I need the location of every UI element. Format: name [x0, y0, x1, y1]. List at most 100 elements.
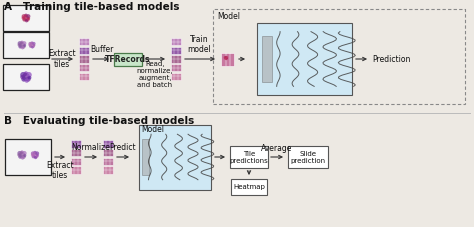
Text: Train
model: Train model: [187, 35, 211, 54]
Bar: [103, 158, 113, 165]
Circle shape: [21, 156, 24, 160]
Text: Normalize: Normalize: [72, 143, 110, 152]
Circle shape: [31, 153, 34, 157]
Circle shape: [25, 79, 29, 83]
Circle shape: [22, 73, 30, 81]
Circle shape: [225, 56, 227, 58]
Bar: [114, 52, 142, 66]
Bar: [71, 158, 81, 165]
Circle shape: [32, 155, 35, 158]
Circle shape: [22, 45, 26, 49]
Circle shape: [19, 152, 25, 158]
Circle shape: [18, 155, 22, 159]
Circle shape: [224, 56, 226, 58]
Circle shape: [23, 15, 29, 21]
Circle shape: [226, 56, 228, 58]
Bar: [171, 38, 181, 45]
Circle shape: [20, 150, 24, 154]
Circle shape: [26, 14, 30, 19]
Circle shape: [18, 45, 22, 49]
Circle shape: [24, 15, 27, 17]
Text: TFRecords: TFRecords: [105, 54, 151, 64]
Bar: [142, 139, 149, 175]
Circle shape: [22, 41, 27, 46]
Text: Prediction: Prediction: [372, 54, 410, 64]
Bar: [79, 38, 89, 45]
Circle shape: [33, 152, 36, 154]
Circle shape: [34, 156, 37, 159]
Circle shape: [33, 44, 36, 47]
Circle shape: [32, 42, 36, 45]
Bar: [3, 5, 49, 31]
Circle shape: [18, 41, 22, 46]
Circle shape: [225, 57, 228, 59]
Bar: [79, 73, 89, 80]
Text: Predict: Predict: [109, 143, 137, 152]
Circle shape: [36, 154, 39, 157]
Bar: [139, 124, 211, 190]
Circle shape: [26, 18, 29, 22]
Bar: [213, 9, 465, 104]
Text: Tile
predictions: Tile predictions: [229, 151, 268, 163]
Bar: [257, 23, 353, 95]
Circle shape: [31, 46, 34, 49]
Circle shape: [28, 76, 31, 79]
Bar: [79, 64, 89, 72]
Circle shape: [20, 75, 25, 79]
Circle shape: [28, 44, 31, 46]
Text: Heatmap: Heatmap: [233, 184, 265, 190]
Circle shape: [22, 151, 27, 155]
Circle shape: [20, 41, 24, 44]
Circle shape: [20, 151, 23, 154]
Circle shape: [226, 58, 228, 60]
Circle shape: [18, 153, 21, 157]
Bar: [288, 146, 328, 168]
Circle shape: [18, 43, 21, 47]
Bar: [230, 146, 268, 168]
Circle shape: [26, 77, 31, 82]
Text: Read,
normalize,
augment,
and batch: Read, normalize, augment, and batch: [137, 61, 173, 88]
Bar: [71, 166, 81, 174]
Circle shape: [21, 46, 24, 49]
Bar: [262, 36, 272, 82]
Circle shape: [30, 42, 33, 44]
Circle shape: [31, 41, 33, 44]
Circle shape: [35, 155, 38, 158]
Text: Extract
tiles: Extract tiles: [48, 49, 76, 69]
Circle shape: [22, 14, 26, 19]
Text: Model: Model: [217, 12, 240, 21]
Circle shape: [32, 45, 35, 48]
Circle shape: [24, 72, 27, 76]
Bar: [103, 166, 113, 174]
Circle shape: [24, 14, 27, 17]
Text: Extract
tiles: Extract tiles: [46, 161, 74, 180]
Circle shape: [22, 16, 25, 20]
Circle shape: [28, 42, 32, 45]
Circle shape: [18, 151, 22, 155]
Circle shape: [20, 72, 26, 78]
Circle shape: [224, 58, 226, 60]
Circle shape: [23, 154, 27, 157]
Bar: [71, 140, 81, 148]
Text: Slide
prediction: Slide prediction: [291, 151, 326, 163]
Circle shape: [26, 72, 32, 78]
Bar: [171, 47, 181, 54]
Circle shape: [227, 58, 228, 59]
Text: A   Training tile-based models: A Training tile-based models: [4, 2, 180, 12]
Circle shape: [29, 42, 35, 47]
Bar: [103, 149, 113, 156]
Bar: [171, 73, 181, 80]
Circle shape: [25, 19, 28, 22]
Bar: [221, 52, 235, 66]
Bar: [79, 55, 89, 63]
Circle shape: [34, 151, 36, 154]
Circle shape: [24, 71, 28, 76]
Bar: [79, 47, 89, 54]
Text: Buffer: Buffer: [91, 45, 114, 54]
Text: B   Evaluating tile-based models: B Evaluating tile-based models: [4, 116, 194, 126]
Circle shape: [31, 151, 35, 155]
Circle shape: [21, 77, 27, 82]
Circle shape: [22, 155, 26, 159]
Bar: [171, 64, 181, 72]
Bar: [103, 140, 113, 148]
